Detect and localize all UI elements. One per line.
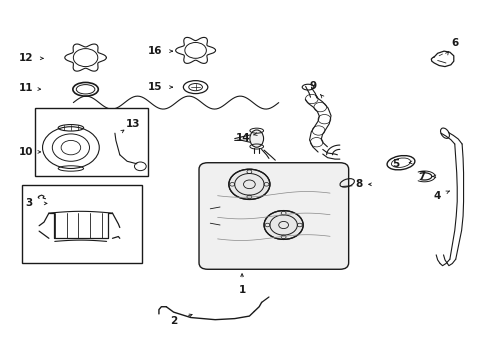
- Ellipse shape: [249, 130, 263, 147]
- Bar: [35, 108, 147, 176]
- Text: 5: 5: [392, 159, 399, 169]
- Text: 12: 12: [19, 53, 33, 63]
- FancyBboxPatch shape: [199, 163, 348, 269]
- Text: 9: 9: [309, 81, 316, 91]
- Circle shape: [264, 211, 303, 239]
- Text: 2: 2: [170, 316, 177, 326]
- Text: 7: 7: [417, 171, 425, 181]
- Text: 16: 16: [148, 46, 163, 56]
- Text: 8: 8: [355, 179, 362, 189]
- Text: 13: 13: [125, 119, 140, 129]
- Text: 10: 10: [19, 147, 33, 157]
- Text: 15: 15: [148, 82, 163, 92]
- Text: 4: 4: [433, 191, 441, 201]
- Bar: [22, 185, 142, 263]
- Text: 11: 11: [19, 83, 33, 93]
- Text: 14: 14: [236, 132, 250, 143]
- Text: 1: 1: [238, 285, 245, 295]
- Circle shape: [228, 169, 269, 199]
- Text: 3: 3: [26, 198, 33, 208]
- Text: 6: 6: [450, 38, 457, 48]
